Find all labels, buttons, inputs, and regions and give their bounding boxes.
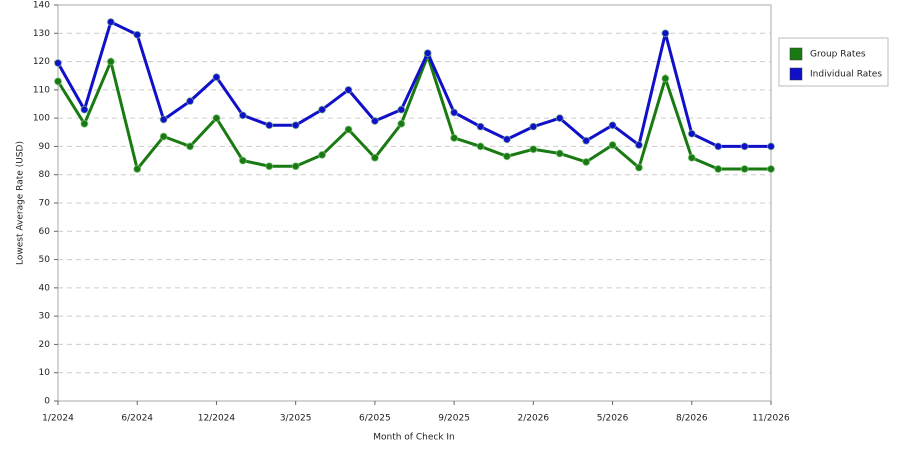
data-point <box>608 141 617 150</box>
data-point <box>740 142 749 151</box>
data-point <box>502 152 511 161</box>
data-point <box>714 142 723 151</box>
data-point <box>265 121 274 130</box>
y-tick-label: 60 <box>39 227 51 237</box>
x-tick-label: 2/2026 <box>517 414 549 424</box>
y-tick-label: 0 <box>44 397 50 407</box>
data-point <box>767 165 775 174</box>
y-tick-label: 80 <box>39 170 51 180</box>
data-point <box>555 114 564 123</box>
data-point <box>80 105 89 114</box>
data-point <box>186 97 195 106</box>
data-point <box>80 119 89 128</box>
data-point <box>634 141 643 150</box>
y-tick-label: 100 <box>33 114 50 124</box>
data-point <box>687 129 696 138</box>
y-tick-label: 70 <box>39 199 51 209</box>
x-tick-label: 12/2024 <box>198 414 236 424</box>
y-tick-label: 40 <box>39 283 51 293</box>
data-point <box>423 49 432 58</box>
x-tick-label: 3/2025 <box>280 414 312 424</box>
data-point <box>54 77 62 86</box>
data-point <box>344 125 353 134</box>
x-tick-label: 6/2025 <box>359 414 391 424</box>
data-point <box>159 132 168 141</box>
x-tick-label: 5/2026 <box>597 414 629 424</box>
data-point <box>450 133 459 142</box>
data-point <box>529 145 538 154</box>
data-point <box>397 119 406 128</box>
data-point <box>502 135 511 144</box>
data-point <box>634 163 643 172</box>
legend-swatch <box>789 47 803 61</box>
series-line <box>56 19 771 148</box>
y-tick-label: 130 <box>33 29 50 39</box>
data-point <box>529 122 538 131</box>
x-tick-label: 11/2026 <box>752 414 790 424</box>
y-tick-label: 120 <box>33 57 50 67</box>
data-point <box>370 116 379 125</box>
data-point <box>661 74 670 83</box>
data-point <box>582 157 591 166</box>
data-point <box>476 142 485 151</box>
x-tick-label: 8/2026 <box>676 414 708 424</box>
data-point <box>318 105 327 114</box>
data-point <box>687 153 696 162</box>
data-point <box>212 73 221 82</box>
data-point <box>133 165 142 174</box>
data-point <box>212 114 221 123</box>
data-point <box>370 153 379 162</box>
data-point <box>291 121 300 130</box>
data-point <box>318 150 327 159</box>
data-point <box>555 149 564 158</box>
data-point <box>582 136 591 145</box>
y-tick-label: 110 <box>33 85 50 95</box>
data-point <box>344 85 353 94</box>
data-point <box>397 105 406 114</box>
y-axis-label: Lowest Average Rate (USD) <box>16 141 26 265</box>
data-point <box>714 165 723 174</box>
data-point <box>159 115 168 124</box>
x-tick-label: 9/2025 <box>438 414 470 424</box>
data-point <box>186 142 195 151</box>
y-tick-label: 20 <box>39 340 51 350</box>
x-tick-label: 1/2024 <box>42 414 74 424</box>
data-point <box>291 162 300 171</box>
legend-swatch <box>789 67 803 81</box>
data-point <box>106 17 115 26</box>
legend-label: Group Rates <box>810 50 866 60</box>
data-point <box>450 108 459 117</box>
series-line <box>56 51 771 173</box>
x-axis-label: Month of Check In <box>373 433 455 443</box>
x-tick-label: 6/2024 <box>121 414 153 424</box>
data-point <box>476 122 485 131</box>
data-point <box>767 142 775 151</box>
y-tick-label: 30 <box>39 312 51 322</box>
data-point <box>54 58 62 67</box>
y-tick-label: 90 <box>39 142 51 152</box>
y-tick-label: 10 <box>39 368 51 378</box>
data-point <box>265 162 274 171</box>
data-point <box>661 29 670 38</box>
data-point <box>740 165 749 174</box>
y-tick-label: 50 <box>39 255 51 265</box>
data-point <box>608 121 617 130</box>
data-point <box>238 111 247 120</box>
legend-label: Individual Rates <box>810 70 882 80</box>
data-point <box>238 156 247 165</box>
data-point <box>133 30 142 39</box>
y-tick-label: 140 <box>33 1 50 11</box>
data-point <box>106 57 115 66</box>
